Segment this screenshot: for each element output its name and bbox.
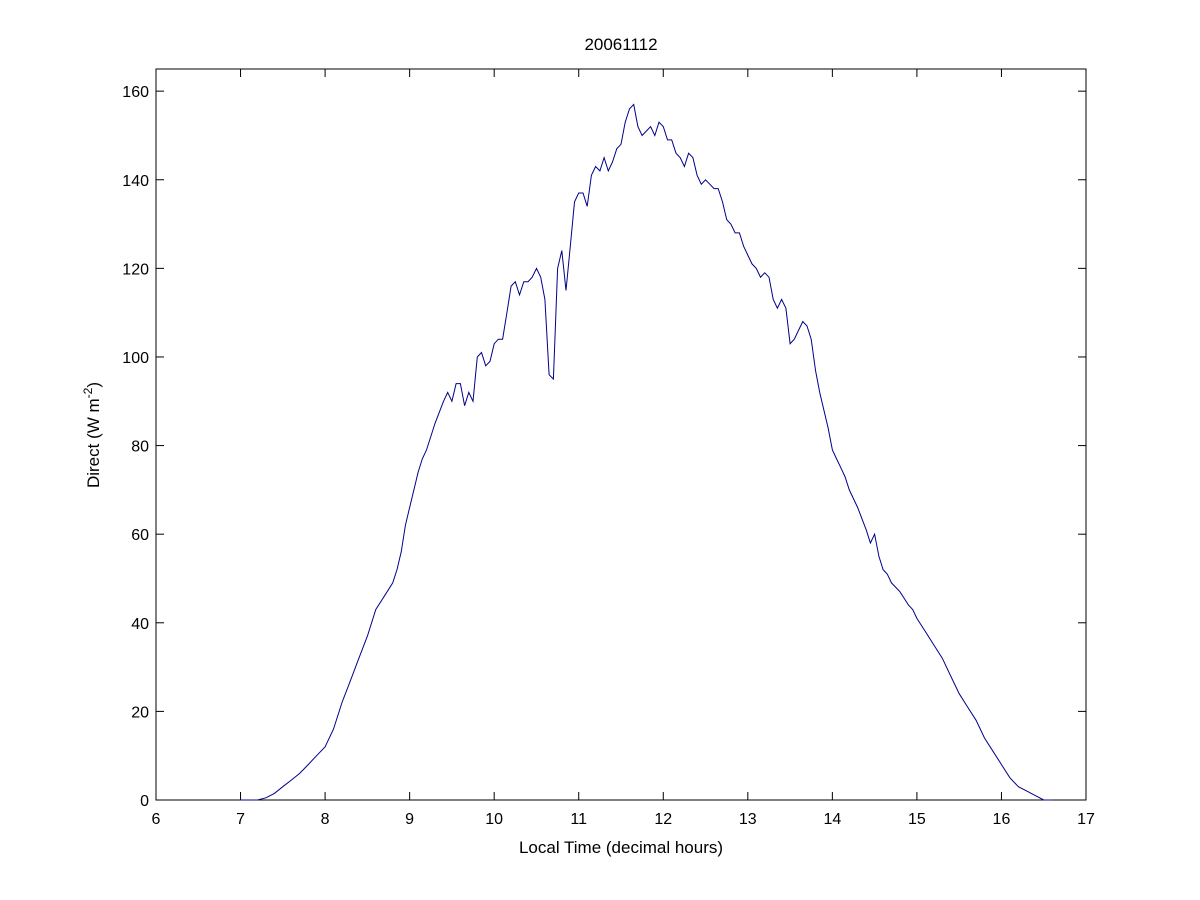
plot-area — [155, 68, 1087, 801]
x-tick-label: 16 — [993, 811, 1011, 828]
x-tick-label: 6 — [152, 811, 161, 828]
y-tick-label: 40 — [131, 616, 149, 633]
x-tick-label: 11 — [570, 811, 587, 828]
x-tick-label: 17 — [1077, 811, 1095, 828]
x-tick-label: 12 — [654, 811, 672, 828]
y-tick-label: 0 — [140, 793, 149, 810]
y-axis-label-sup: -2 — [81, 387, 95, 398]
y-axis-label: Direct (W m-2) — [81, 382, 103, 488]
y-tick-label: 160 — [122, 84, 149, 101]
y-tick-label: 20 — [131, 704, 149, 721]
axis-tick-labels: 6 7 8 9 10 11 12 13 14 15 16 17 0 20 40 60 80 100 120 140 16… — [122, 84, 1095, 828]
y-tick-label: 120 — [122, 261, 149, 278]
x-tick-label: 13 — [739, 811, 757, 828]
y-axis-label-main: Direct (W m — [84, 398, 103, 488]
x-tick-label: 14 — [823, 811, 841, 828]
y-tick-label: 80 — [131, 439, 149, 456]
y-axis-label-close: ) — [84, 382, 103, 388]
y-tick-label: 140 — [122, 173, 149, 190]
x-tick-label: 9 — [405, 811, 414, 828]
x-tick-label: 8 — [321, 811, 330, 828]
x-tick-label: 10 — [485, 811, 503, 828]
axis-ticks — [155, 69, 1087, 801]
y-tick-label: 60 — [131, 527, 149, 544]
x-tick-label: 15 — [908, 811, 926, 828]
series-line — [240, 103, 1053, 801]
chart-title: 20061112 — [584, 35, 657, 54]
y-tick-label: 100 — [122, 350, 149, 367]
x-tick-label: 7 — [236, 811, 245, 828]
x-axis-label: Local Time (decimal hours) — [519, 838, 723, 857]
